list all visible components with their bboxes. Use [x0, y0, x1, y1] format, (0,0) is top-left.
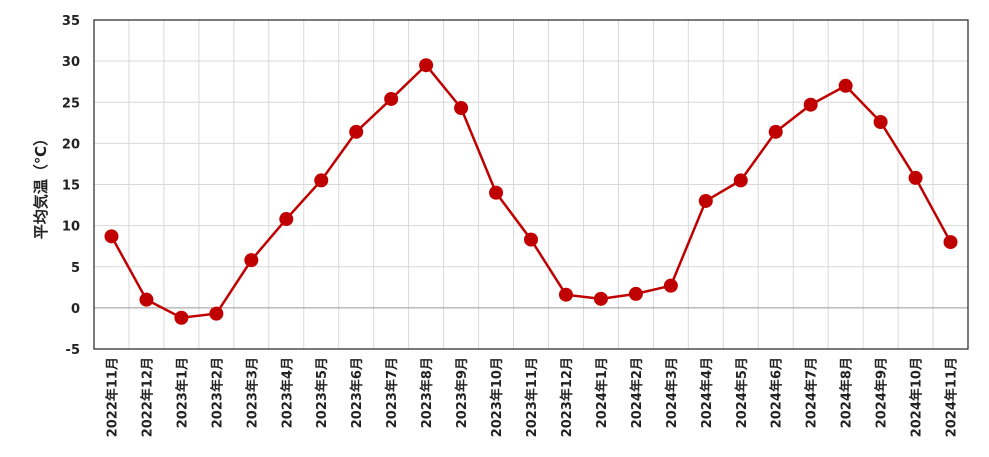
marker — [768, 124, 783, 139]
y-tick-label: 30 — [62, 55, 80, 70]
y-tick-label: 35 — [62, 14, 80, 29]
y-tick-label: 5 — [71, 261, 80, 276]
marker — [524, 232, 538, 247]
y-axis-label: 平均気温（℃） — [32, 131, 50, 239]
y-tick-label: -5 — [66, 343, 80, 358]
marker — [628, 286, 643, 301]
marker — [244, 253, 259, 268]
y-tick-label: 25 — [62, 96, 80, 111]
y-tick-label: 0 — [71, 302, 80, 317]
marker — [733, 173, 748, 188]
marker — [558, 287, 573, 302]
y-tick-label: 20 — [62, 137, 80, 152]
x-tick-label: 2024年9月 — [874, 357, 890, 428]
y-tick-label: 10 — [62, 220, 80, 235]
x-tick-label: 2023年12月 — [559, 357, 575, 437]
marker — [873, 114, 888, 129]
x-tick-label: 2024年11月 — [944, 357, 960, 437]
marker — [454, 101, 469, 116]
x-tick-label: 2024年3月 — [664, 357, 680, 428]
x-tick-label: 2024年7月 — [804, 357, 820, 428]
marker — [209, 306, 224, 321]
marker — [803, 97, 818, 112]
x-tick-label: 2022年11月 — [104, 357, 120, 437]
marker — [838, 78, 853, 93]
x-tick-label: 2024年2月 — [629, 357, 645, 428]
x-tick-label: 2023年9月 — [454, 357, 470, 428]
x-tick-label: 2024年5月 — [734, 357, 750, 428]
marker — [104, 229, 119, 244]
x-tick-label: 2023年3月 — [244, 357, 260, 428]
x-tick-label: 2024年8月 — [839, 357, 855, 428]
x-tick-label: 2023年1月 — [174, 357, 190, 428]
x-tick-label: 2023年7月 — [384, 357, 400, 428]
marker — [419, 58, 434, 73]
marker — [139, 292, 154, 307]
marker — [174, 310, 189, 325]
x-tick-label: 2023年10月 — [489, 357, 505, 437]
x-tick-label: 2024年6月 — [769, 357, 785, 428]
plot-frame — [93, 19, 969, 350]
x-tick-label: 2024年4月 — [699, 357, 715, 428]
x-tick-label: 2023年8月 — [419, 357, 435, 428]
marker — [663, 278, 678, 293]
x-tick-label: 2023年11月 — [524, 357, 540, 437]
x-tick-label: 2022年12月 — [139, 357, 155, 437]
marker — [943, 235, 958, 250]
marker — [384, 91, 399, 106]
marker — [279, 212, 294, 227]
marker — [908, 170, 923, 185]
marker — [314, 173, 329, 188]
x-tick-label: 2024年1月 — [594, 357, 610, 428]
x-tick-label: 2023年2月 — [209, 357, 225, 428]
line — [110, 63, 952, 320]
x-tick-label: 2024年10月 — [909, 357, 925, 437]
x-tick-label: 2023年6月 — [349, 357, 365, 428]
marker — [489, 185, 504, 200]
x-tick-label: 2023年5月 — [314, 357, 330, 428]
marker — [593, 291, 608, 306]
y-tick-label: 15 — [62, 179, 80, 194]
x-tick-label: 2023年4月 — [279, 357, 295, 428]
marker — [349, 124, 364, 139]
marker — [698, 193, 713, 208]
